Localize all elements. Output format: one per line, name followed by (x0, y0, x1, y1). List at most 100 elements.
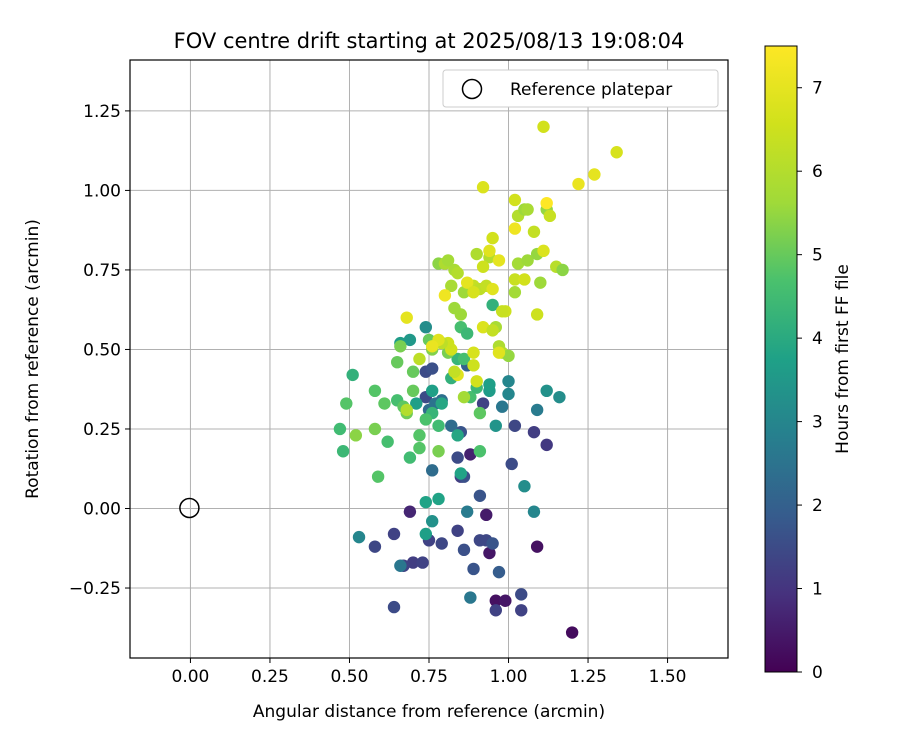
scatter-point (390, 355, 404, 369)
colorbar-tick-label: 7 (812, 79, 823, 99)
scatter-point (470, 247, 483, 261)
scatter-point (476, 320, 490, 334)
scatter-point (467, 286, 480, 299)
colorbar-tick-label: 0 (812, 663, 823, 683)
scatter-point (467, 359, 480, 372)
chart-title: FOV centre drift starting at 2025/08/13 … (174, 29, 685, 53)
scatter-point (540, 196, 553, 210)
x-tick-label: 1.50 (649, 667, 687, 687)
legend-marker-circle (461, 78, 483, 100)
scatter-point (540, 438, 553, 452)
scatter-point (495, 305, 509, 318)
colorbar: 0 1 2 3 4 5 6 7 Hours from first FF file (764, 45, 853, 683)
scatter-point (473, 406, 487, 420)
scatter-point (534, 276, 547, 289)
scatter-point (527, 505, 541, 518)
scatter-point (556, 263, 569, 277)
scatter-point (480, 508, 493, 522)
scatter-point (502, 375, 515, 388)
y-axis-ticks: −0.25 0.00 0.25 0.50 0.75 1.00 1.25 (69, 102, 130, 599)
scatter-point (416, 556, 429, 569)
scatter-point (486, 537, 499, 550)
scatter-point (467, 562, 480, 576)
x-tick-label: 0.50 (331, 667, 369, 687)
scatter-point (413, 352, 426, 366)
scatter-point (333, 422, 347, 436)
scatter-point (572, 177, 585, 191)
scatter-point (508, 222, 522, 235)
scatter-point (464, 591, 477, 604)
scatter-point (486, 324, 499, 337)
scatter-point (425, 362, 439, 375)
x-tick-label: 0.75 (410, 667, 448, 687)
scatter-point (457, 543, 471, 557)
scatter-point (553, 390, 566, 404)
scatter-point (508, 273, 522, 286)
scatter-point (451, 451, 464, 464)
scatter-point (511, 257, 525, 270)
scatter-point (419, 495, 433, 509)
scatter-point (508, 419, 522, 432)
scatter-point (340, 397, 353, 410)
scatter-point (378, 397, 391, 410)
scatter-point (381, 435, 394, 448)
scatter-point (336, 445, 350, 458)
scatter-point (448, 365, 461, 378)
x-tick-label: 1.25 (569, 667, 607, 687)
scatter-point (403, 333, 417, 347)
scatter-point (432, 445, 445, 458)
scatter-point (406, 556, 420, 569)
scatter-point (445, 419, 458, 432)
colorbar-tick-label: 4 (812, 329, 823, 349)
scatter-point (486, 282, 499, 296)
scatter-point (441, 254, 455, 267)
scatter-point (521, 254, 534, 267)
x-tick-label: 0.25 (251, 667, 289, 687)
legend-label: Reference platepar (510, 80, 672, 100)
scatter-point (346, 368, 359, 382)
scatter-point (492, 346, 506, 359)
x-tick-label: 1.00 (490, 667, 528, 687)
reference-point-marker (179, 497, 200, 519)
scatter-point (368, 384, 382, 398)
scatter-point (387, 600, 401, 614)
scatter-point (492, 254, 506, 267)
scatter-point (394, 559, 407, 572)
scatter-point (403, 505, 417, 518)
scatter-point (403, 451, 417, 464)
scatter-point (486, 298, 499, 312)
scatter-point (451, 524, 464, 537)
colorbar-tick-label: 6 (812, 162, 823, 182)
scatter-point (476, 397, 490, 410)
scatter-point (515, 588, 528, 601)
scatter-point (470, 375, 483, 388)
x-axis-label: Angular distance from reference (arcmin) (253, 702, 605, 722)
scatter-point (486, 231, 499, 245)
colorbar-label: Hours from first FF file (833, 264, 853, 454)
scatter-point (530, 540, 544, 553)
scatter-point (425, 340, 439, 353)
scatter-point (394, 340, 407, 353)
colorbar-ticks: 0 1 2 3 4 5 6 7 (797, 79, 823, 683)
scatter-point (432, 419, 445, 432)
scatter-point (483, 244, 496, 258)
scatter-point (371, 470, 385, 483)
scatter-point (451, 429, 464, 442)
scatter-point (537, 120, 550, 133)
scatter-point (413, 441, 426, 455)
scatter-point (483, 378, 496, 391)
scatter-point (460, 276, 474, 289)
y-tick-label: 0.75 (83, 261, 121, 281)
scatter-point (530, 403, 544, 417)
scatter-point (543, 209, 557, 223)
scatter-point (419, 527, 433, 541)
colorbar-tick-label: 2 (812, 496, 823, 516)
scatter-point (406, 384, 420, 398)
scatter-point (565, 626, 579, 639)
scatter-point (530, 308, 544, 321)
scatter-point (448, 301, 461, 315)
scatter-point (508, 286, 522, 299)
y-tick-label: 1.25 (83, 102, 121, 122)
scatter-point (473, 445, 487, 458)
